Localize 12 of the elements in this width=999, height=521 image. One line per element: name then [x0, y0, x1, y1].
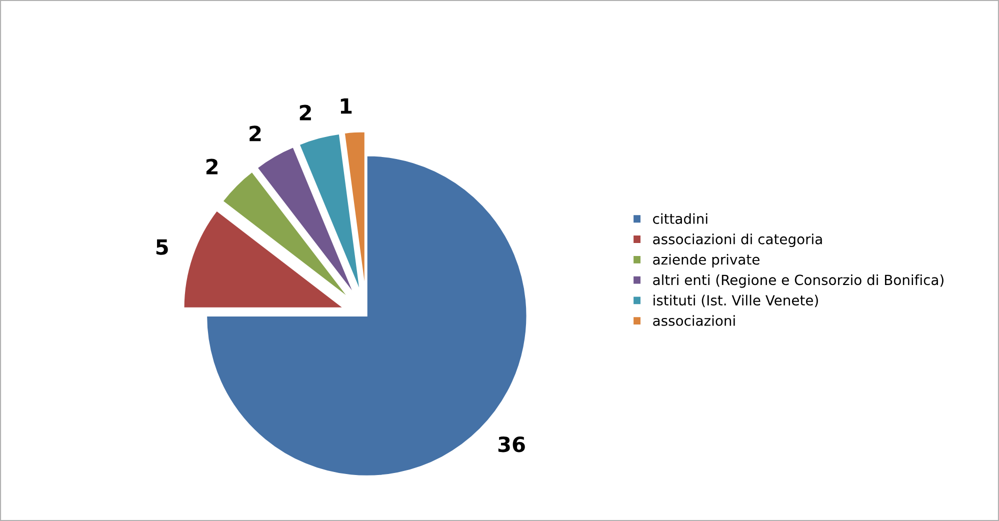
legend-label: istituti (Ist. Ville Venete) — [654, 294, 818, 308]
data-label: 5 — [156, 239, 168, 255]
legend-label: aziende private — [653, 254, 760, 268]
legend-label: associazioni di categoria — [653, 234, 822, 248]
legend-label: cittadini — [653, 213, 708, 224]
data-label: 1 — [340, 98, 352, 114]
legend-label: altri enti (Regione e Consorzio di Bonifica) — [653, 274, 944, 288]
legend-label: associazioni — [653, 315, 735, 326]
data-label: 2 — [250, 126, 261, 142]
data-label: 2 — [206, 158, 218, 174]
data-label: 2 — [300, 104, 311, 120]
data-label: 36 — [498, 436, 525, 452]
